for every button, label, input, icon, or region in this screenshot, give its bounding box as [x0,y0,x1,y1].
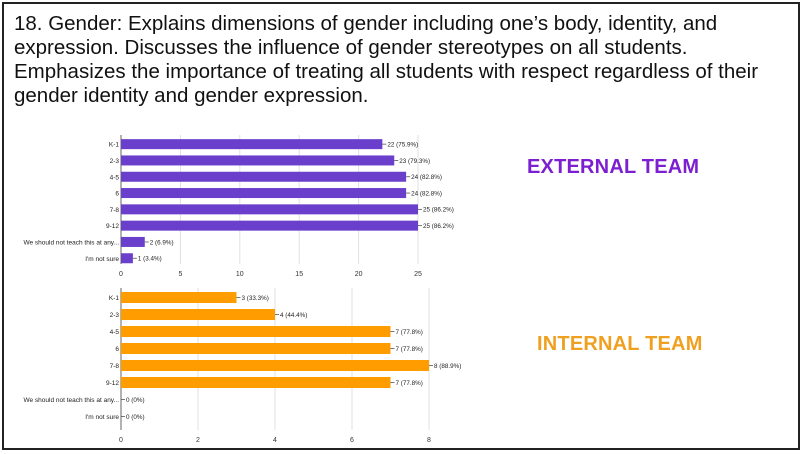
category-label: 2-3 [110,158,120,165]
bar [121,343,391,354]
category-label: I'm not sure [85,414,119,421]
bar [121,204,418,215]
category-label: I'm not sure [85,256,119,263]
data-label: 7 (77.8%) [396,346,423,353]
bar [121,292,237,303]
bar [121,377,391,388]
x-tick-label: 20 [355,271,363,278]
x-tick-label: 5 [178,271,182,278]
x-tick-label: 6 [350,437,354,444]
category-label: 9-12 [106,223,119,230]
external-team-bar-chart: 0 5 10 15 20 25 K-1 22 (75.9%) 2-3 23 (79.3%) 4-5 2… [23,135,454,278]
data-label: 3 (33.3%) [242,295,269,302]
bar [121,326,391,337]
category-label: 4-5 [110,174,120,181]
data-label: 24 (82.8%) [411,190,442,197]
bar [121,236,145,247]
category-label: 6 [115,191,119,198]
x-tick-label: 2 [196,437,200,444]
category-label: We should not teach this at any... [23,239,119,246]
x-tick-label: 8 [427,437,431,444]
bar [121,171,407,182]
category-label: K-1 [109,142,120,149]
data-label: 0 (0%) [126,414,145,421]
bar [121,360,429,371]
bar [121,220,418,231]
data-label: 23 (79.3%) [399,158,430,165]
data-label: 25 (86.2%) [423,223,454,230]
bar [121,139,383,150]
data-label: 25 (86.2%) [423,207,454,214]
category-label: K-1 [109,295,120,302]
category-label: 4-5 [110,329,120,336]
bar [121,309,275,320]
category-label: 7-8 [110,207,120,214]
data-label: 0 (0%) [126,397,145,404]
category-label: 7-8 [110,363,120,370]
data-label: 7 (77.8%) [396,380,423,387]
internal-team-label: INTERNAL TEAM [537,333,703,355]
data-label: 8 (88.9%) [434,363,461,370]
data-label: 2 (6.9%) [150,239,174,246]
data-label: 4 (44.4%) [280,312,307,319]
category-label: 9-12 [106,380,119,387]
x-tick-label: 0 [119,271,123,278]
x-tick-label: 0 [119,437,123,444]
bar [121,188,407,199]
category-label: 2-3 [110,312,120,319]
x-tick-label: 15 [295,271,303,278]
x-tick-label: 10 [236,271,244,278]
data-label: 1 (3.4%) [138,256,162,263]
data-label: 24 (82.8%) [411,174,442,181]
data-label: 7 (77.8%) [396,329,423,336]
bar [121,253,133,264]
x-tick-label: 25 [414,271,422,278]
question-text: 18. Gender: Explains dimensions of gende… [14,12,759,107]
bar [121,155,395,166]
external-team-label: EXTERNAL TEAM [527,156,700,178]
data-label: 22 (75.9%) [387,141,418,148]
category-label: We should not teach this at any... [23,397,119,404]
x-tick-label: 4 [273,437,277,444]
internal-team-bar-chart: 0 2 4 6 8 K-1 3 (33.3%) 2-3 4 (44.4%) 4-5 7 (77.8%… [23,288,461,444]
category-label: 6 [115,346,119,353]
